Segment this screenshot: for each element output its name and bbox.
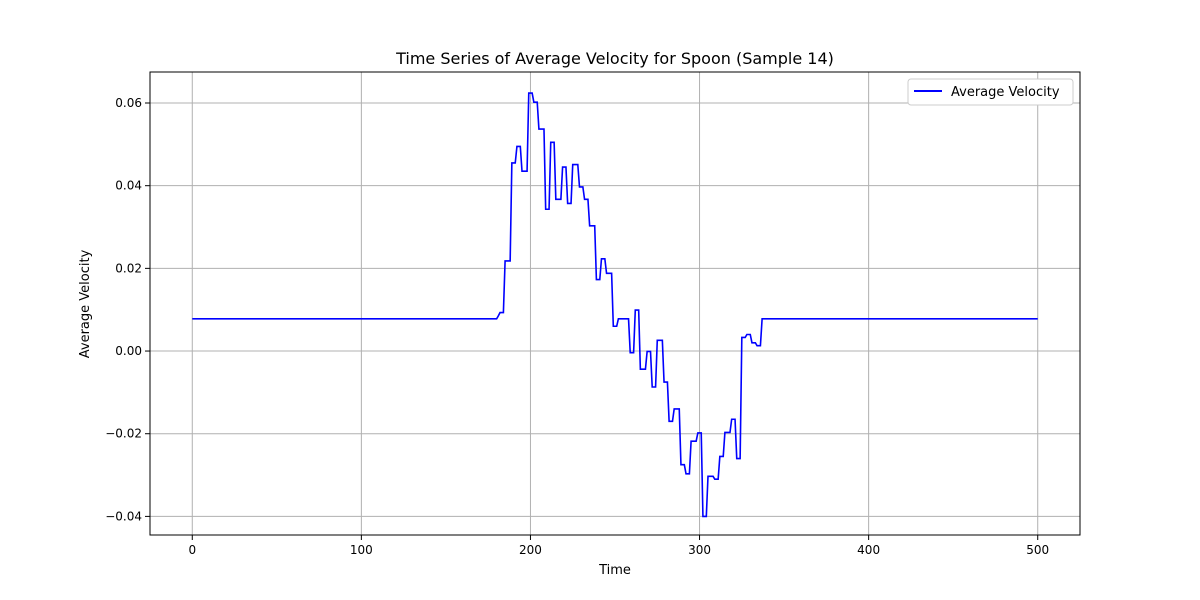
- legend-box: [907, 78, 1074, 106]
- x-tick-label: 300: [688, 543, 711, 557]
- series-layer: [192, 92, 1038, 518]
- x-axis: 0 100 200 300 400 500: [188, 535, 1049, 557]
- y-tick-label: −0.04: [105, 509, 142, 523]
- y-tick-label: −0.02: [105, 427, 142, 441]
- series-line-0: [192, 92, 1038, 518]
- legend-label-average-velocity: Average Velocity: [951, 85, 1060, 100]
- y-axis: −0.04 −0.02 0.00 0.02 0.04 0.06: [105, 96, 150, 523]
- legend: Average Velocity: [907, 78, 1074, 106]
- chart-title: Time Series of Average Velocity for Spoo…: [395, 49, 834, 68]
- x-tick-label: 0: [188, 543, 196, 557]
- x-tick-label: 400: [857, 543, 880, 557]
- y-axis-label: Average Velocity: [78, 249, 93, 358]
- grid: [150, 72, 1080, 535]
- x-tick-label: 500: [1026, 543, 1049, 557]
- y-tick-label: 0.06: [115, 96, 142, 110]
- y-tick-label: 0.04: [115, 179, 142, 193]
- y-tick-label: 0.00: [115, 344, 142, 358]
- x-tick-label: 200: [519, 543, 542, 557]
- x-axis-label: Time: [598, 563, 631, 578]
- plot-frame: [149, 71, 1081, 536]
- y-tick-label: 0.02: [115, 261, 142, 275]
- x-tick-label: 100: [350, 543, 373, 557]
